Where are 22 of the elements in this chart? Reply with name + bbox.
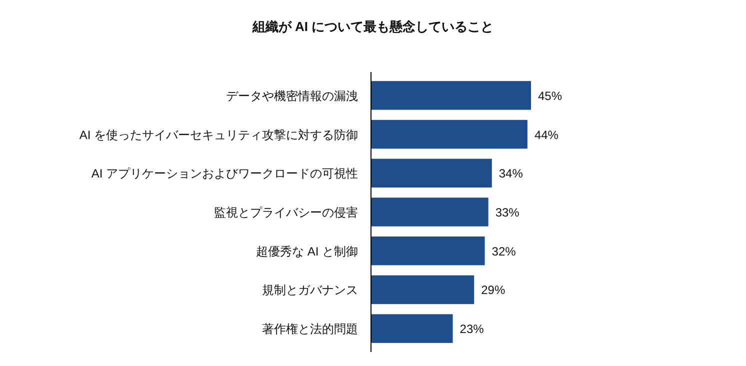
bar xyxy=(371,314,453,343)
data-label: 34% xyxy=(498,166,524,181)
data-label: 44% xyxy=(534,128,559,142)
y-tick-label: 超優秀な AI と制御 xyxy=(256,244,358,258)
bar xyxy=(371,158,492,188)
bar xyxy=(371,275,474,304)
bar xyxy=(371,236,485,266)
y-tick-label: 監視とプライバシーの侵害 xyxy=(214,206,358,220)
data-label: 45% xyxy=(538,88,562,103)
y-tick-label: AI を使ったサイバーセキュリティ攻撃に対する防御 xyxy=(79,128,358,142)
data-label: 23% xyxy=(460,322,484,336)
bar xyxy=(371,81,531,110)
y-tick-label: データや機密情報の漏洩 xyxy=(226,88,358,103)
y-tick-label: 規制とガバナンス xyxy=(262,283,358,298)
data-label: 32% xyxy=(492,244,516,258)
y-tick-label: 著作権と法的問題 xyxy=(262,322,358,336)
data-label: 33% xyxy=(495,206,520,220)
bar xyxy=(371,198,488,226)
chart-title: 組織が AI について最も懸念していること xyxy=(251,19,494,34)
y-tick-label: AI アプリケーションおよびワークロードの可視性 xyxy=(91,166,358,181)
bar xyxy=(371,120,528,149)
data-label: 29% xyxy=(481,283,506,298)
